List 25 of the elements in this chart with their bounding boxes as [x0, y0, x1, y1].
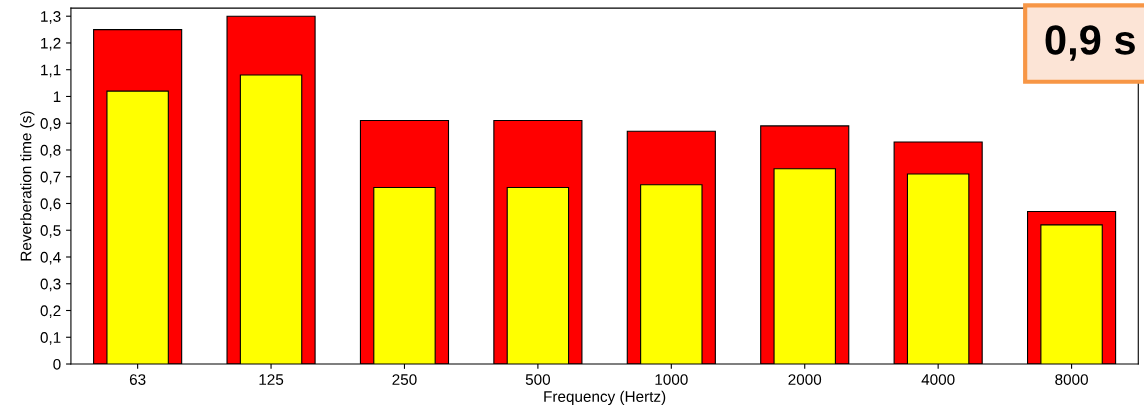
- y-tick-label: 0,3: [40, 278, 61, 292]
- x-tick-label: 125: [259, 374, 284, 385]
- x-tick-label: 4000: [921, 374, 955, 385]
- y-tick-label: 0,8: [40, 144, 61, 158]
- y-tick-label: 0,7: [40, 171, 61, 185]
- y-axis-title: Reverberation time (s): [20, 111, 35, 261]
- x-tick-label: 2000: [788, 374, 822, 385]
- y-tick-label: 0: [53, 358, 61, 370]
- x-tick-label: 63: [129, 374, 146, 385]
- y-tick-label: 1,2: [41, 37, 61, 51]
- x-axis-title: Frequency (Hertz): [544, 390, 666, 405]
- y-tick-label: 0,6: [40, 198, 61, 211]
- x-tick-label: 500: [525, 374, 551, 385]
- y-tick-label: 0,1: [40, 332, 61, 345]
- x-tick-label: 8000: [1055, 374, 1088, 385]
- y-tick-label: 1,1: [41, 64, 61, 78]
- annotation: 0,9 s: [1045, 25, 1135, 61]
- y-tick-label: 0,2: [40, 305, 61, 318]
- y-tick-label: 1: [53, 91, 61, 102]
- y-tick-label: 0,9: [40, 118, 61, 131]
- y-tick-label: 1,3: [41, 11, 61, 24]
- x-tick-label: 250: [392, 374, 417, 385]
- y-tick-label: 0,5: [40, 225, 61, 238]
- x-tick-label: 1000: [655, 374, 688, 385]
- y-tick-label: 0,4: [40, 251, 61, 265]
